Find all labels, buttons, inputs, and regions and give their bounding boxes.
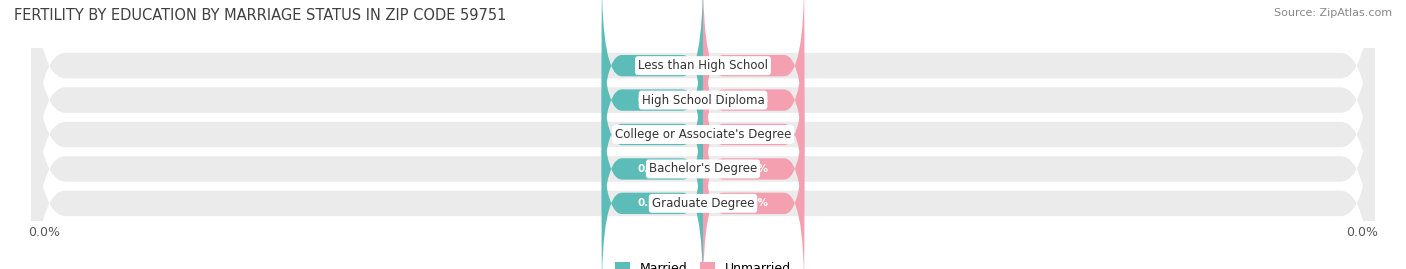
FancyBboxPatch shape [602, 111, 703, 269]
Text: 0.0%: 0.0% [740, 129, 768, 140]
Text: Bachelor's Degree: Bachelor's Degree [650, 162, 756, 175]
FancyBboxPatch shape [602, 0, 703, 158]
Text: Graduate Degree: Graduate Degree [652, 197, 754, 210]
FancyBboxPatch shape [602, 42, 703, 227]
FancyBboxPatch shape [703, 42, 804, 227]
Text: Source: ZipAtlas.com: Source: ZipAtlas.com [1274, 8, 1392, 18]
FancyBboxPatch shape [31, 0, 1375, 260]
Text: 0.0%: 0.0% [740, 61, 768, 71]
Text: 0.0%: 0.0% [638, 129, 666, 140]
Text: Less than High School: Less than High School [638, 59, 768, 72]
FancyBboxPatch shape [31, 0, 1375, 225]
Text: High School Diploma: High School Diploma [641, 94, 765, 107]
FancyBboxPatch shape [703, 8, 804, 193]
Text: 0.0%: 0.0% [740, 95, 768, 105]
Text: FERTILITY BY EDUCATION BY MARRIAGE STATUS IN ZIP CODE 59751: FERTILITY BY EDUCATION BY MARRIAGE STATU… [14, 8, 506, 23]
FancyBboxPatch shape [703, 111, 804, 269]
FancyBboxPatch shape [602, 8, 703, 193]
FancyBboxPatch shape [31, 44, 1375, 269]
Text: 0.0%: 0.0% [638, 198, 666, 208]
Legend: Married, Unmarried: Married, Unmarried [610, 257, 796, 269]
Text: 0.0%: 0.0% [638, 164, 666, 174]
FancyBboxPatch shape [703, 76, 804, 261]
Text: 0.0%: 0.0% [740, 198, 768, 208]
Text: College or Associate's Degree: College or Associate's Degree [614, 128, 792, 141]
Text: 0.0%: 0.0% [1346, 226, 1378, 239]
Text: 0.0%: 0.0% [638, 95, 666, 105]
Text: 0.0%: 0.0% [638, 61, 666, 71]
Text: 0.0%: 0.0% [28, 226, 60, 239]
FancyBboxPatch shape [602, 76, 703, 261]
FancyBboxPatch shape [703, 0, 804, 158]
Text: 0.0%: 0.0% [740, 164, 768, 174]
FancyBboxPatch shape [31, 0, 1375, 269]
FancyBboxPatch shape [31, 9, 1375, 269]
